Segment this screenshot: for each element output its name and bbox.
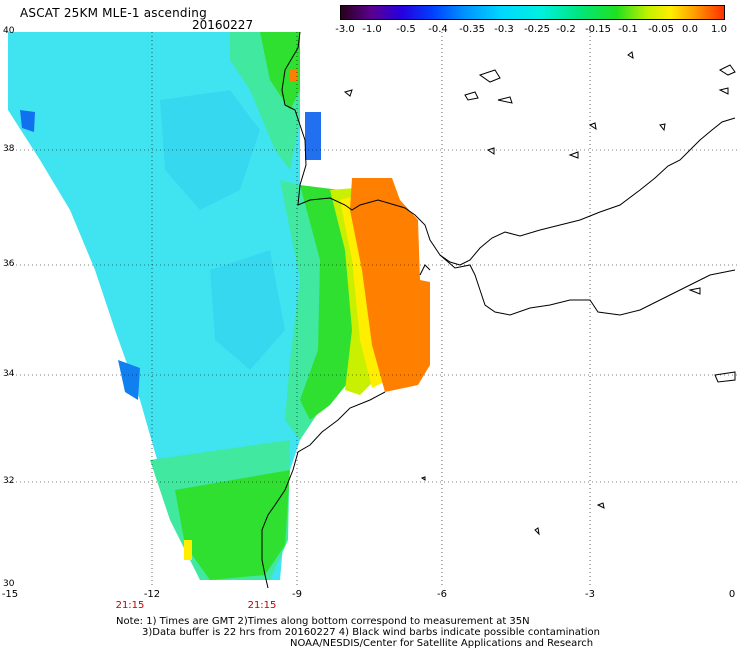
lat-label: 34: [3, 369, 15, 379]
lat-label: 40: [3, 26, 15, 36]
colorbar-label: -1.0: [362, 24, 382, 35]
swath-low-wind: [20, 110, 35, 132]
colorbar-label: 0.0: [682, 24, 698, 35]
lon-label: 0: [728, 589, 736, 600]
footnote: 3)Data buffer is 22 hrs from 20160227 4)…: [142, 627, 600, 638]
swath-moderate-wind: [175, 470, 290, 580]
lat-label: 32: [3, 476, 15, 486]
colorbar-label: 1.0: [711, 24, 727, 35]
wind-map: [8, 31, 740, 589]
swath-high-wind: [184, 540, 192, 560]
swath-low-wind: [8, 32, 330, 580]
colorbar-label: -0.5: [396, 24, 416, 35]
time-label: 21:15: [247, 600, 277, 611]
colorbar-label: -0.05: [648, 24, 674, 35]
product-title: ASCAT 25KM MLE-1 ascending: [20, 6, 207, 20]
swath-moderate-wind: [260, 32, 300, 110]
credit-line: NOAA/NESDIS/Center for Satellite Applica…: [290, 638, 594, 649]
colorbar-label: -0.35: [459, 24, 485, 35]
lon-label: -9: [292, 589, 302, 600]
colorbar-label: -0.2: [556, 24, 576, 35]
colorbar-label: -0.25: [524, 24, 550, 35]
lat-label: 36: [3, 259, 15, 269]
lon-label: -12: [143, 589, 161, 600]
islands: [343, 51, 736, 536]
product-date: 20160227: [192, 18, 254, 32]
swath-low-wind: [210, 250, 285, 370]
lon-label: -6: [437, 589, 447, 600]
colorbar-label: -3.0: [335, 24, 355, 35]
swath-moderate-wind: [300, 185, 355, 420]
footnote: Note: 1) Times are GMT 2)Times along bot…: [116, 616, 530, 627]
lat-label: 30: [3, 579, 15, 589]
colorbar-label: -0.1: [618, 24, 638, 35]
swath-high-wind: [289, 70, 298, 82]
lon-label: -3: [585, 589, 595, 600]
coastline: [261, 31, 736, 589]
lon-label: -15: [1, 589, 19, 600]
swath-high-wind: [350, 178, 430, 392]
colorbar-label: -0.3: [494, 24, 514, 35]
time-label: 21:15: [115, 600, 145, 611]
map-panel: [8, 31, 740, 589]
swath-low-wind: [160, 90, 260, 210]
lat-label: 38: [3, 144, 15, 154]
swath-low-wind: [305, 112, 321, 160]
colorbar-label: -0.15: [585, 24, 611, 35]
colorbar-label: -0.4: [428, 24, 448, 35]
colorbar: [340, 5, 725, 20]
swath-low-wind: [118, 360, 140, 400]
